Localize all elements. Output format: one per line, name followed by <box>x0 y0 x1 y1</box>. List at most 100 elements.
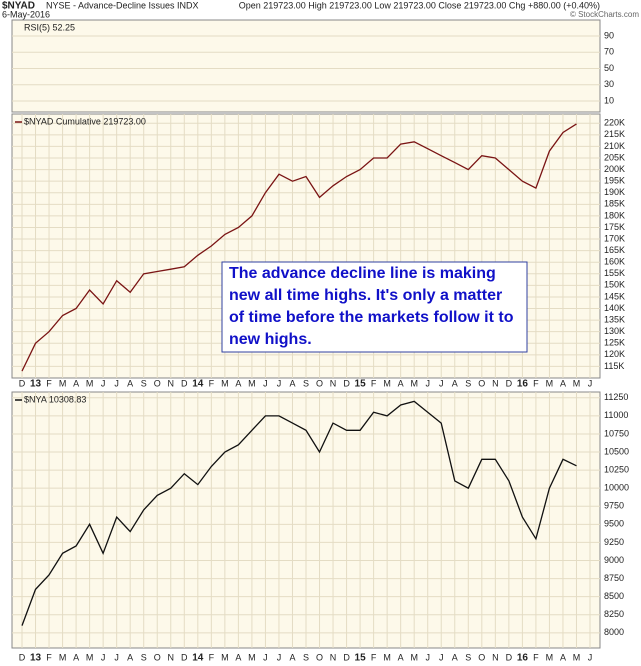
x-tick-label: M <box>573 652 581 662</box>
x-tick-label: D <box>506 652 513 662</box>
x-tick-label: S <box>141 378 147 388</box>
x-tick-label: S <box>465 378 471 388</box>
series-line <box>21 400 577 626</box>
x-tick-label: O <box>316 652 323 662</box>
x-tick-label: M <box>86 378 94 388</box>
y-tick-label: 145K <box>604 291 625 301</box>
x-tick-label: M <box>248 378 256 388</box>
x-tick-label: M <box>410 652 418 662</box>
x-tick-label: F <box>371 652 377 662</box>
y-tick-label: 30 <box>604 79 614 89</box>
x-tick-label: J <box>101 652 106 662</box>
y-tick-label: 120K <box>604 349 625 359</box>
x-tick-label: A <box>398 378 404 388</box>
symbol: $NYAD <box>2 1 35 12</box>
y-tick-label: 160K <box>604 257 625 267</box>
x-tick-label: J <box>114 378 119 388</box>
legend-entry: $NYA 10308.83 <box>24 394 86 404</box>
y-tick-label: 10500 <box>604 446 629 456</box>
x-tick-label: A <box>289 652 295 662</box>
x-tick-label: M <box>383 378 391 388</box>
y-tick-label: 180K <box>604 210 625 220</box>
x-tick-label: M <box>221 378 229 388</box>
x-tick-label: J <box>588 652 593 662</box>
x-tick-label: M <box>546 652 554 662</box>
y-tick-label: 210K <box>604 141 625 151</box>
y-tick-label: 50 <box>604 63 614 73</box>
x-tick-label: N <box>168 378 175 388</box>
y-tick-label: 9000 <box>604 555 624 565</box>
y-tick-label: 90 <box>604 30 614 40</box>
x-tick-label: 13 <box>30 653 42 664</box>
x-tick-label: A <box>398 652 404 662</box>
annotation-text: The advance decline line is making <box>229 265 496 282</box>
legend-entry: $NYAD Cumulative 219723.00 <box>24 116 146 126</box>
x-tick-label: O <box>316 378 323 388</box>
x-tick-label: D <box>181 378 188 388</box>
y-tick-label: 165K <box>604 245 625 255</box>
x-tick-label: A <box>235 378 241 388</box>
x-tick-label: 14 <box>192 653 204 664</box>
x-tick-label: N <box>492 378 499 388</box>
x-tick-label: A <box>289 378 295 388</box>
credit: © StockCharts.com <box>570 10 639 19</box>
annotation-box <box>221 261 528 353</box>
y-tick-label: 200K <box>604 164 625 174</box>
annotation-text: of time before the markets follow it to <box>229 309 514 326</box>
x-tick-label: D <box>19 378 26 388</box>
y-tick-label: 125K <box>604 338 625 348</box>
x-tick-label: A <box>560 378 566 388</box>
y-tick-label: 10750 <box>604 428 629 438</box>
x-tick-label: A <box>452 652 458 662</box>
x-tick-label: S <box>303 652 309 662</box>
y-tick-label: 70 <box>604 47 614 57</box>
y-tick-label: 8000 <box>604 627 624 637</box>
quote: Open 219723.00 High 219723.00 Low 219723… <box>239 0 600 10</box>
series-line <box>21 123 577 372</box>
x-tick-label: S <box>303 378 309 388</box>
x-tick-label: M <box>383 652 391 662</box>
y-tick-label: 195K <box>604 176 625 186</box>
y-tick-label: 155K <box>604 268 625 278</box>
y-tick-label: 185K <box>604 199 625 209</box>
x-tick-label: J <box>439 378 444 388</box>
y-tick-label: 9750 <box>604 501 624 511</box>
y-tick-label: 140K <box>604 303 625 313</box>
x-tick-label: F <box>46 652 52 662</box>
x-tick-label: N <box>492 652 499 662</box>
x-tick-label: A <box>127 652 133 662</box>
y-tick-label: 150K <box>604 280 625 290</box>
y-tick-label: 135K <box>604 314 625 324</box>
y-tick-label: 170K <box>604 233 625 243</box>
x-tick-label: J <box>588 378 593 388</box>
x-tick-label: F <box>533 652 539 662</box>
x-tick-label: N <box>330 378 337 388</box>
y-tick-label: 9250 <box>604 537 624 547</box>
annotation-text: new highs. <box>229 331 312 348</box>
x-tick-label: O <box>154 652 161 662</box>
y-tick-label: 9500 <box>604 519 624 529</box>
y-tick-label: 8500 <box>604 591 624 601</box>
date: 6-May-2016 <box>2 9 50 19</box>
x-tick-label: M <box>59 652 67 662</box>
x-tick-label: J <box>277 378 282 388</box>
x-tick-label: D <box>343 378 350 388</box>
x-tick-label: A <box>73 378 79 388</box>
x-tick-label: M <box>410 378 418 388</box>
x-tick-label: J <box>263 378 268 388</box>
x-tick-label: S <box>141 652 147 662</box>
y-tick-label: 190K <box>604 187 625 197</box>
x-tick-label: A <box>73 652 79 662</box>
x-tick-label: O <box>478 378 485 388</box>
x-tick-label: D <box>19 652 26 662</box>
y-tick-label: 10000 <box>604 483 629 493</box>
y-tick-label: 8750 <box>604 573 624 583</box>
panel-label: RSI(5) 52.25 <box>24 22 75 32</box>
x-tick-label: D <box>343 652 350 662</box>
x-tick-label: J <box>425 378 430 388</box>
x-tick-label: F <box>371 378 377 388</box>
x-tick-label: J <box>277 652 282 662</box>
x-tick-label: F <box>46 378 52 388</box>
x-tick-label: A <box>560 652 566 662</box>
x-tick-label: F <box>209 652 215 662</box>
